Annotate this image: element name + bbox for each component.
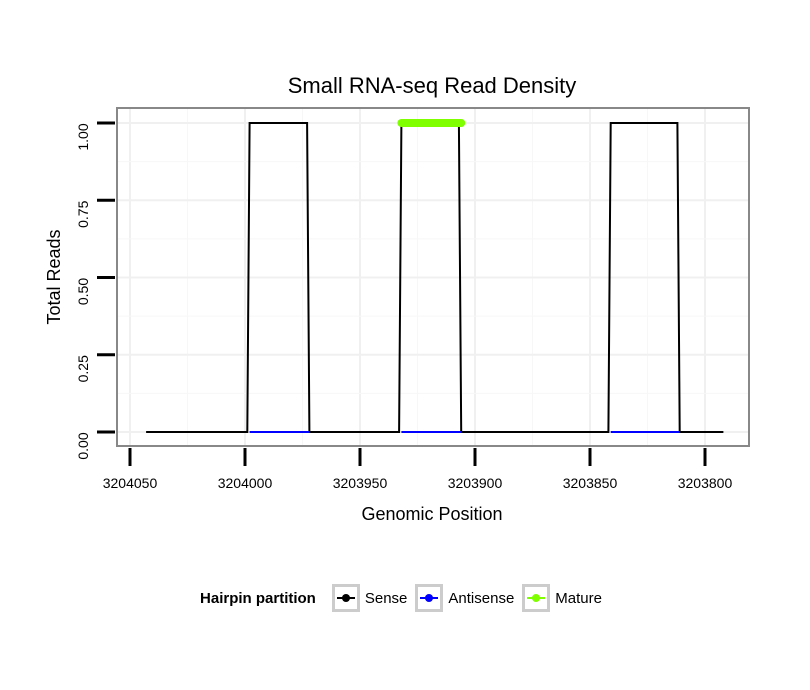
legend-item-mature: Mature: [522, 584, 602, 612]
legend-label-mature: Mature: [555, 589, 602, 607]
legend-item-antisense: Antisense: [415, 584, 514, 612]
x-tick-label: 3204000: [218, 475, 273, 491]
plot-panel-border: [116, 107, 750, 447]
x-tick-label: 3204050: [103, 475, 158, 491]
x-tick-label: 3203900: [448, 475, 503, 491]
legend-label-sense: Sense: [364, 589, 408, 607]
legend-key-dot: [532, 594, 541, 602]
x-tick-label: 3203800: [678, 475, 733, 491]
y-axis-label: Total Reads: [44, 229, 64, 324]
legend-key-sense: [331, 584, 360, 612]
y-tick-label: 0.00: [75, 432, 91, 459]
x-tick-label: 3203950: [333, 475, 388, 491]
legend-items: Sense Antisense Mature: [331, 584, 610, 612]
legend-title: Hairpin partition: [200, 589, 316, 607]
y-tick-label: 1.00: [75, 123, 91, 150]
legend-key-mature: [522, 584, 551, 612]
legend-item-sense: Sense: [331, 584, 408, 612]
legend-key-dot: [425, 594, 434, 602]
legend-label-antisense: Antisense: [448, 589, 515, 607]
y-tick-label: 0.50: [75, 278, 91, 305]
y-tick-label: 0.75: [75, 200, 91, 227]
legend-key-dot: [341, 594, 350, 602]
y-tick-label: 0.25: [75, 355, 91, 382]
grid-lines: [117, 108, 749, 446]
axes: 3204050 3204000 3203950 3203900 3203850 32038…: [75, 121, 733, 491]
legend-key-antisense: [415, 584, 444, 612]
legend: Hairpin partition Sense Antisense Mature: [0, 580, 810, 616]
chart-title: Small RNA-seq Read Density: [288, 73, 577, 98]
data-series: [146, 119, 724, 433]
x-tick-label: 3203850: [563, 475, 618, 491]
x-axis-label: Genomic Position: [361, 504, 502, 524]
